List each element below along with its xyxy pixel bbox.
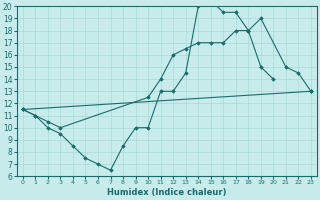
X-axis label: Humidex (Indice chaleur): Humidex (Indice chaleur)	[107, 188, 227, 197]
